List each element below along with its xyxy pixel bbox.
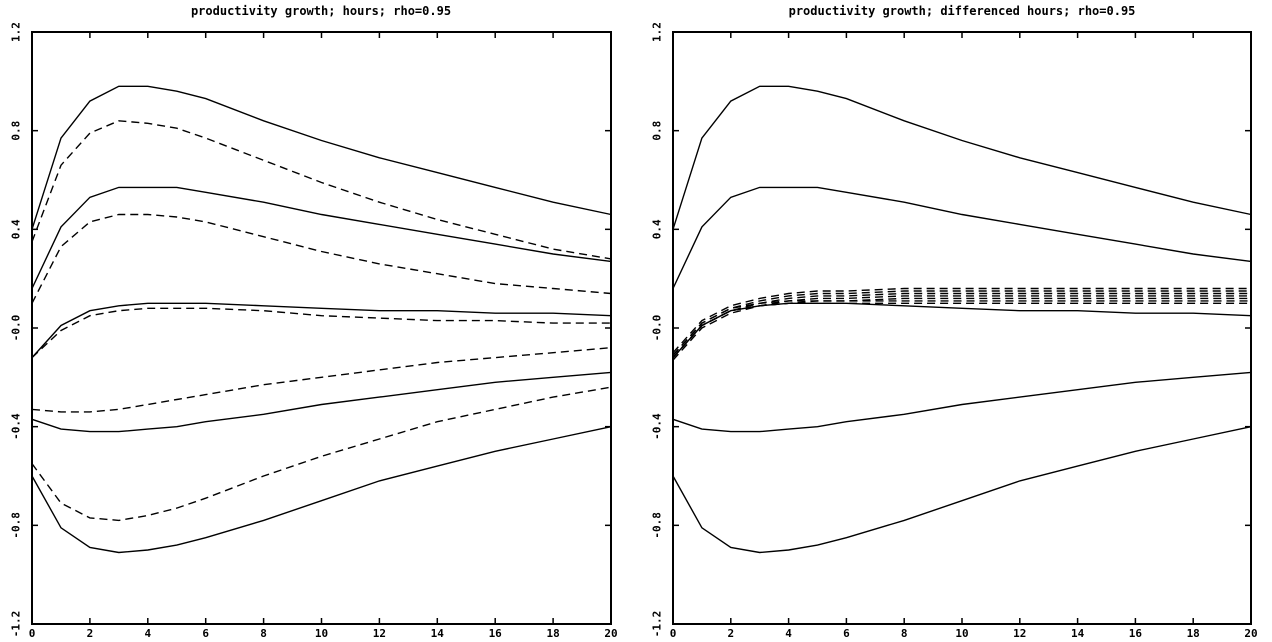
y-tick-label: 1.2 [651,22,664,42]
series-line-dashed [31,213,612,304]
x-tick-label: 2 [727,627,734,640]
series-line-dashed [672,300,1251,359]
x-tick-label: 12 [1013,627,1026,640]
x-tick-label: 12 [373,627,386,640]
y-tick-label: -0.8 [10,512,23,539]
series-line-solid [31,186,612,289]
series-line-solid [31,85,612,230]
y-tick-label: -0.4 [10,413,23,440]
series-line-solid [672,186,1252,289]
series-line-dashed [672,297,1251,359]
series-line-solid [31,302,612,359]
x-tick-label: 10 [315,627,328,640]
x-tick-label: 18 [1187,627,1200,640]
plot-frame [672,31,1252,625]
x-tick-label: 16 [489,627,503,640]
series-line-dashed [672,302,1251,361]
x-tick-label: 6 [202,627,209,640]
series-line-solid [31,371,612,433]
y-tick-label: -0.8 [651,512,664,539]
x-tick-label: 4 [144,627,151,640]
x-tick-label: 4 [785,627,792,640]
x-tick-label: 0 [29,627,36,640]
series-line-dashed [31,347,612,413]
x-tick-label: 8 [901,627,908,640]
x-tick-label: 14 [1071,627,1085,640]
x-tick-label: 2 [87,627,94,640]
series-line-dashed [672,287,1251,354]
x-tick-label: 20 [604,627,617,640]
y-tick-label: -0.0 [10,315,23,342]
series-line-solid [672,85,1252,230]
series-line-dashed [672,292,1251,356]
series-line-solid [672,426,1252,554]
y-tick-label: -1.2 [651,611,664,638]
chart-right: productivity growth; differenced hours; … [651,4,1258,640]
y-tick-label: 1.2 [10,22,23,42]
y-tick-label: 0.4 [10,219,23,239]
series-line-solid [31,426,612,554]
x-tick-label: 6 [843,627,850,640]
x-tick-label: 18 [546,627,559,640]
y-tick-label: -1.2 [10,611,23,638]
series-line-dashed [31,120,612,260]
series-line-dashed [31,307,611,359]
chart-left: productivity growth; hours; rho=0.95 0 2 4… [10,4,618,640]
x-tick-label: 16 [1129,627,1143,640]
chart-title: productivity growth; differenced hours; … [789,4,1136,18]
y-tick-label: 0.8 [651,121,664,141]
y-tick-label: -0.4 [651,413,664,440]
x-tick-label: 14 [431,627,445,640]
x-tick-label: 0 [670,627,677,640]
x-tick-label: 10 [955,627,968,640]
series-line-solid [672,302,1252,359]
x-tick-label: 8 [260,627,267,640]
series-line-solid [672,371,1252,433]
chart-title: productivity growth; hours; rho=0.95 [191,4,451,18]
y-tick-label: -0.0 [651,315,664,342]
y-tick-label: 0.4 [651,219,664,239]
y-tick-label: 0.8 [10,121,23,141]
x-tick-label: 20 [1244,627,1257,640]
